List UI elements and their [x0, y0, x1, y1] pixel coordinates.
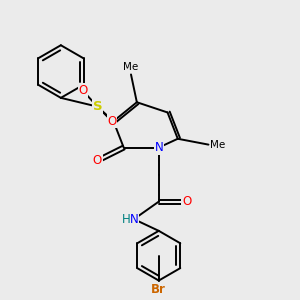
Text: O: O: [78, 84, 87, 97]
Text: O: O: [182, 195, 191, 208]
Text: Me: Me: [210, 140, 225, 150]
Text: Me: Me: [123, 61, 139, 71]
Text: O: O: [93, 154, 102, 167]
Text: N: N: [130, 213, 139, 226]
Text: S: S: [93, 100, 102, 113]
Text: O: O: [107, 115, 117, 128]
Text: H: H: [122, 213, 131, 226]
Text: N: N: [154, 141, 163, 154]
Text: Br: Br: [151, 284, 166, 296]
